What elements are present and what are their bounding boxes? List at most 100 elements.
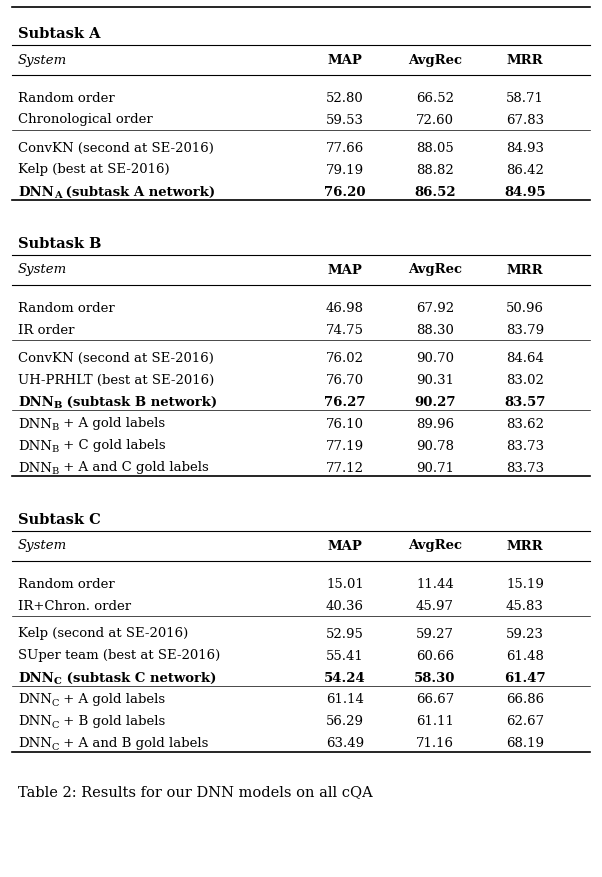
Text: DNN: DNN — [18, 461, 52, 474]
Text: MRR: MRR — [507, 538, 544, 552]
Text: DNN: DNN — [18, 439, 52, 452]
Text: Random order: Random order — [18, 301, 115, 314]
Text: Chronological order: Chronological order — [18, 113, 153, 126]
Text: Random order: Random order — [18, 91, 115, 104]
Text: DNN: DNN — [18, 737, 52, 750]
Text: AvgRec: AvgRec — [408, 53, 462, 67]
Text: 66.67: 66.67 — [416, 693, 454, 706]
Text: System: System — [18, 538, 67, 552]
Text: 79.19: 79.19 — [326, 163, 364, 176]
Text: A: A — [54, 191, 61, 200]
Text: UH-PRHLT (best at SE-2016): UH-PRHLT (best at SE-2016) — [18, 373, 214, 386]
Text: 52.95: 52.95 — [326, 627, 364, 639]
Text: Random order: Random order — [18, 577, 115, 590]
Text: 45.83: 45.83 — [506, 599, 544, 612]
Text: System: System — [18, 263, 67, 276]
Text: 45.97: 45.97 — [416, 599, 454, 612]
Text: 90.27: 90.27 — [414, 395, 456, 408]
Text: ConvKN (second at SE-2016): ConvKN (second at SE-2016) — [18, 351, 214, 364]
Text: 62.67: 62.67 — [506, 715, 544, 728]
Text: 88.05: 88.05 — [416, 141, 454, 154]
Text: + A and B gold labels: + A and B gold labels — [60, 737, 209, 750]
Text: 90.70: 90.70 — [416, 351, 454, 364]
Text: 88.82: 88.82 — [416, 163, 454, 176]
Text: + C gold labels: + C gold labels — [59, 439, 166, 452]
Text: MAP: MAP — [327, 263, 362, 276]
Text: 77.12: 77.12 — [326, 461, 364, 474]
Text: 66.52: 66.52 — [416, 91, 454, 104]
Text: 55.41: 55.41 — [326, 649, 364, 662]
Text: 15.01: 15.01 — [326, 577, 364, 590]
Text: 46.98: 46.98 — [326, 301, 364, 314]
Text: Kelp (best at SE-2016): Kelp (best at SE-2016) — [18, 163, 170, 176]
Text: 60.66: 60.66 — [416, 649, 454, 662]
Text: Kelp (second at SE-2016): Kelp (second at SE-2016) — [18, 627, 188, 639]
Text: MAP: MAP — [327, 53, 362, 67]
Text: 56.29: 56.29 — [326, 715, 364, 728]
Text: MAP: MAP — [327, 538, 362, 552]
Text: 84.93: 84.93 — [506, 141, 544, 154]
Text: SUper team (best at SE-2016): SUper team (best at SE-2016) — [18, 649, 220, 662]
Text: 72.60: 72.60 — [416, 113, 454, 126]
Text: 83.73: 83.73 — [506, 439, 544, 452]
Text: 66.86: 66.86 — [506, 693, 544, 706]
Text: (subtask B network): (subtask B network) — [62, 395, 217, 408]
Text: 88.30: 88.30 — [416, 323, 454, 336]
Text: 77.66: 77.66 — [326, 141, 364, 154]
Text: MRR: MRR — [507, 53, 544, 67]
Text: 50.96: 50.96 — [506, 301, 544, 314]
Text: C: C — [52, 698, 60, 707]
Text: 74.75: 74.75 — [326, 323, 364, 336]
Text: + A gold labels: + A gold labels — [60, 693, 166, 706]
Text: DNN: DNN — [18, 715, 52, 728]
Text: B: B — [52, 445, 59, 453]
Text: 11.44: 11.44 — [416, 577, 454, 590]
Text: 83.02: 83.02 — [506, 373, 544, 386]
Text: AvgRec: AvgRec — [408, 538, 462, 552]
Text: 15.19: 15.19 — [506, 577, 544, 590]
Text: 61.14: 61.14 — [326, 693, 364, 706]
Text: 86.42: 86.42 — [506, 163, 544, 176]
Text: IR+Chron. order: IR+Chron. order — [18, 599, 131, 612]
Text: + A gold labels: + A gold labels — [59, 417, 166, 430]
Text: 58.71: 58.71 — [506, 91, 544, 104]
Text: 59.23: 59.23 — [506, 627, 544, 639]
Text: 90.78: 90.78 — [416, 439, 454, 452]
Text: 84.95: 84.95 — [504, 185, 546, 198]
Text: 58.30: 58.30 — [414, 671, 456, 684]
Text: B: B — [52, 423, 59, 431]
Text: 59.27: 59.27 — [416, 627, 454, 639]
Text: 76.20: 76.20 — [324, 185, 366, 198]
Text: Subtask A: Subtask A — [18, 27, 101, 41]
Text: (subtask A network): (subtask A network) — [61, 185, 216, 198]
Text: MRR: MRR — [507, 263, 544, 276]
Text: 61.11: 61.11 — [416, 715, 454, 728]
Text: 54.24: 54.24 — [324, 671, 366, 684]
Text: 76.10: 76.10 — [326, 417, 364, 430]
Text: DNN: DNN — [18, 693, 52, 706]
Text: 61.47: 61.47 — [504, 671, 546, 684]
Text: 67.83: 67.83 — [506, 113, 544, 126]
Text: Table 2: Results for our DNN models on all cQA: Table 2: Results for our DNN models on a… — [18, 784, 373, 798]
Text: Subtask B: Subtask B — [18, 237, 101, 251]
Text: 40.36: 40.36 — [326, 599, 364, 612]
Text: 76.02: 76.02 — [326, 351, 364, 364]
Text: + B gold labels: + B gold labels — [60, 715, 166, 728]
Text: ConvKN (second at SE-2016): ConvKN (second at SE-2016) — [18, 141, 214, 154]
Text: AvgRec: AvgRec — [408, 263, 462, 276]
Text: 83.57: 83.57 — [504, 395, 545, 408]
Text: 52.80: 52.80 — [326, 91, 364, 104]
Text: 67.92: 67.92 — [416, 301, 454, 314]
Text: 83.73: 83.73 — [506, 461, 544, 474]
Text: B: B — [52, 467, 59, 475]
Text: C: C — [52, 720, 60, 729]
Text: C: C — [52, 742, 60, 751]
Text: DNN: DNN — [18, 417, 52, 430]
Text: B: B — [54, 401, 62, 410]
Text: 90.71: 90.71 — [416, 461, 454, 474]
Text: DNN: DNN — [18, 671, 54, 684]
Text: 84.64: 84.64 — [506, 351, 544, 364]
Text: 90.31: 90.31 — [416, 373, 454, 386]
Text: 71.16: 71.16 — [416, 737, 454, 750]
Text: 61.48: 61.48 — [506, 649, 544, 662]
